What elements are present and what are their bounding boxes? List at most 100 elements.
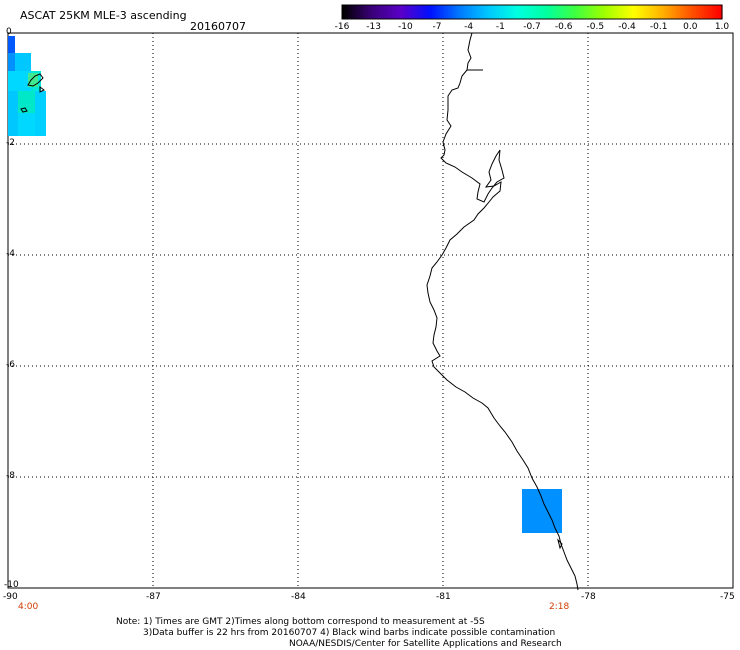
grid-lines: [8, 33, 733, 588]
colorbar-segment: [574, 5, 577, 19]
colorbar-segment: [470, 5, 473, 19]
island-outline-small: [557, 538, 563, 550]
colorbar-segment: [672, 5, 675, 19]
colorbar-segment: [376, 5, 379, 19]
colorbar-segment: [398, 5, 401, 19]
colorbar-segment: [664, 5, 667, 19]
colorbar-segment: [406, 5, 409, 19]
colorbar-segment: [346, 5, 349, 19]
colorbar-segment: [608, 5, 611, 19]
colorbar-segment: [350, 5, 353, 19]
colorbar-segment: [614, 5, 617, 19]
colorbar-segment: [424, 5, 427, 19]
colorbar-segment: [642, 5, 645, 19]
colorbar-segment: [620, 5, 623, 19]
colorbar-segment: [504, 5, 507, 19]
colorbar-segment: [624, 5, 627, 19]
colorbar-label: -4: [464, 22, 474, 32]
colorbar-segment: [352, 5, 355, 19]
colorbar-segment: [410, 5, 413, 19]
colorbar-segment: [444, 5, 447, 19]
colorbar-segment: [546, 5, 549, 19]
colorbar-segment: [532, 5, 535, 19]
colorbar-segment: [518, 5, 521, 19]
colorbar-segment: [610, 5, 613, 19]
colorbar-segment: [512, 5, 515, 19]
colorbar-segment: [402, 5, 405, 19]
colorbar-segment: [634, 5, 637, 19]
colorbar-segment: [650, 5, 653, 19]
colorbar-label: -0.4: [618, 22, 636, 32]
colorbar-segment: [700, 5, 703, 19]
coastline: [426, 32, 579, 591]
colorbar-segment: [658, 5, 661, 19]
colorbar-segment: [430, 5, 433, 19]
colorbar-segment: [362, 5, 365, 19]
colorbar-segment: [598, 5, 601, 19]
colorbar-segment: [454, 5, 457, 19]
colorbar-segment: [538, 5, 541, 19]
colorbar-segment: [632, 5, 635, 19]
colorbar-label: -13: [366, 22, 381, 32]
x-tick-1: -87: [146, 592, 161, 602]
colorbar-segment: [478, 5, 481, 19]
colorbar-segment: [602, 5, 605, 19]
island-outlines: [20, 73, 45, 113]
colorbar-segment: [702, 5, 705, 19]
colorbar-segment: [428, 5, 431, 19]
colorbar-segment: [666, 5, 669, 19]
colorbar-segment: [386, 5, 389, 19]
colorbar-segment: [718, 5, 721, 19]
colorbar-segment: [600, 5, 603, 19]
colorbar-segment: [488, 5, 491, 19]
time-label-right: 2:18: [549, 602, 570, 612]
colorbar-segment: [490, 5, 493, 19]
colorbar-segment: [630, 5, 633, 19]
colorbar-segment: [448, 5, 451, 19]
colorbar-segment: [366, 5, 369, 19]
colorbar-segment: [520, 5, 523, 19]
colorbar-segment: [344, 5, 347, 19]
x-tick-5: -75: [720, 592, 735, 602]
colorbar-label: -0.5: [586, 22, 605, 32]
colorbar-segment: [432, 5, 435, 19]
colorbar-segment: [356, 5, 359, 19]
colorbar-segment: [712, 5, 715, 19]
colorbar-segment: [706, 5, 709, 19]
colorbar-segment: [440, 5, 443, 19]
colorbar-segment: [418, 5, 421, 19]
colorbar-segment: [396, 5, 399, 19]
colorbar-segment: [482, 5, 485, 19]
colorbar-segment: [484, 5, 487, 19]
colorbar-segment: [684, 5, 687, 19]
colorbar-segment: [510, 5, 513, 19]
colorbar-segment: [698, 5, 701, 19]
colorbar-label: 1.0: [714, 22, 730, 32]
colorbar-segment: [472, 5, 475, 19]
y-tick-5: -10: [4, 580, 19, 590]
colorbar-segment: [554, 5, 557, 19]
colorbar: [341, 4, 723, 20]
x-tick-3: -81: [436, 592, 451, 602]
colorbar-segment: [476, 5, 479, 19]
colorbar-label: -16: [334, 22, 350, 32]
colorbar-segment: [516, 5, 519, 19]
colorbar-segment: [500, 5, 503, 19]
colorbar-segment: [364, 5, 367, 19]
colorbar-segment: [536, 5, 539, 19]
colorbar-segment: [390, 5, 393, 19]
plot-frame: [7, 32, 734, 589]
colorbar-segment: [582, 5, 585, 19]
colorbar-segment: [360, 5, 363, 19]
colorbar-segment: [534, 5, 537, 19]
x-tick-0: -90: [3, 592, 18, 602]
colorbar-segment: [622, 5, 625, 19]
colorbar-segment: [586, 5, 589, 19]
colorbar-segment: [464, 5, 467, 19]
y-tick-0: 0: [6, 27, 12, 37]
colorbar-segment: [638, 5, 641, 19]
colorbar-segment: [584, 5, 587, 19]
colorbar-segment: [354, 5, 357, 19]
colorbar-segment: [592, 5, 595, 19]
colorbar-segment: [612, 5, 615, 19]
